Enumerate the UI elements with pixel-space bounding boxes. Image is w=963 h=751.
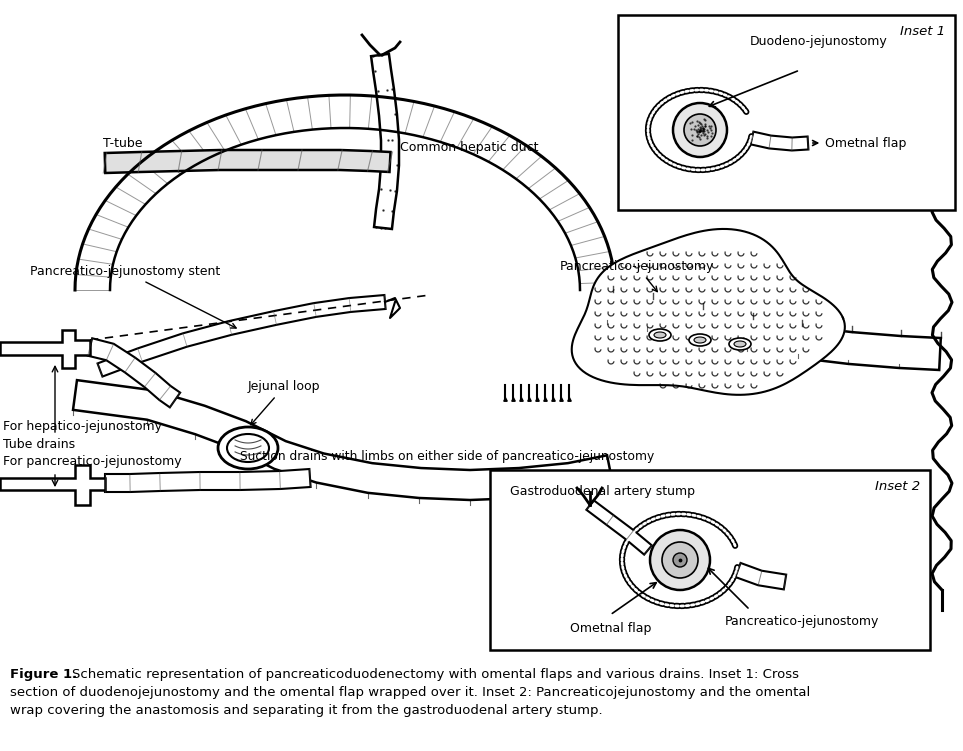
Polygon shape — [586, 500, 652, 554]
Text: Gastroduodenal artery stump: Gastroduodenal artery stump — [510, 485, 695, 498]
Polygon shape — [736, 563, 786, 590]
Circle shape — [650, 530, 710, 590]
Ellipse shape — [734, 341, 746, 347]
Text: Ometnal flap: Ometnal flap — [813, 137, 906, 149]
Text: Figure 1.: Figure 1. — [10, 668, 77, 681]
Ellipse shape — [654, 332, 666, 338]
Circle shape — [662, 542, 698, 578]
Circle shape — [673, 553, 687, 567]
Polygon shape — [105, 150, 391, 173]
Text: Common hepatic duct: Common hepatic duct — [400, 141, 538, 155]
Text: section of duodenojejunostomy and the omental flap wrapped over it. Inset 2: Pan: section of duodenojejunostomy and the om… — [10, 686, 810, 699]
Polygon shape — [0, 330, 90, 368]
Polygon shape — [0, 465, 105, 505]
Polygon shape — [750, 131, 808, 150]
Polygon shape — [608, 292, 941, 370]
Polygon shape — [110, 128, 580, 295]
Text: wrap covering the anastomosis and separating it from the gastroduodenal artery s: wrap covering the anastomosis and separa… — [10, 704, 603, 717]
Polygon shape — [88, 338, 180, 407]
Text: Suction drains with limbs on either side of pancreatico-jejunostomy: Suction drains with limbs on either side… — [240, 450, 654, 463]
Text: Pancreatico-jejunostomy stent: Pancreatico-jejunostomy stent — [30, 265, 236, 328]
Polygon shape — [105, 469, 311, 492]
Text: Inset 2: Inset 2 — [874, 480, 920, 493]
Circle shape — [684, 114, 716, 146]
Ellipse shape — [649, 329, 671, 341]
Text: Ometnal flap: Ometnal flap — [570, 622, 651, 635]
Bar — [490, 470, 930, 650]
Circle shape — [673, 103, 727, 157]
Ellipse shape — [689, 334, 711, 346]
Text: Tube drains: Tube drains — [3, 438, 75, 451]
Polygon shape — [572, 229, 845, 395]
Ellipse shape — [729, 338, 751, 350]
Text: T-tube: T-tube — [103, 137, 143, 150]
Ellipse shape — [694, 337, 706, 343]
Text: For pancreatico-jejunostomy: For pancreatico-jejunostomy — [3, 455, 182, 468]
Text: Duodeno-jejunostomy: Duodeno-jejunostomy — [750, 35, 888, 48]
Text: For hepatico-jejunostomy: For hepatico-jejunostomy — [3, 420, 162, 433]
Ellipse shape — [218, 427, 278, 469]
Polygon shape — [97, 295, 385, 376]
Bar — [618, 15, 955, 210]
Polygon shape — [371, 54, 399, 229]
Text: Schematic representation of pancreaticoduodenectomy with omental flaps and vario: Schematic representation of pancreaticod… — [72, 668, 799, 681]
Text: Pancreatico-jejunostomy: Pancreatico-jejunostomy — [725, 615, 879, 628]
Polygon shape — [73, 380, 612, 500]
Text: Jejunal loop: Jejunal loop — [248, 380, 321, 425]
Text: Pancreatico-jejunostomy: Pancreatico-jejunostomy — [560, 260, 715, 291]
Text: Inset 1: Inset 1 — [899, 25, 945, 38]
Ellipse shape — [227, 434, 269, 462]
